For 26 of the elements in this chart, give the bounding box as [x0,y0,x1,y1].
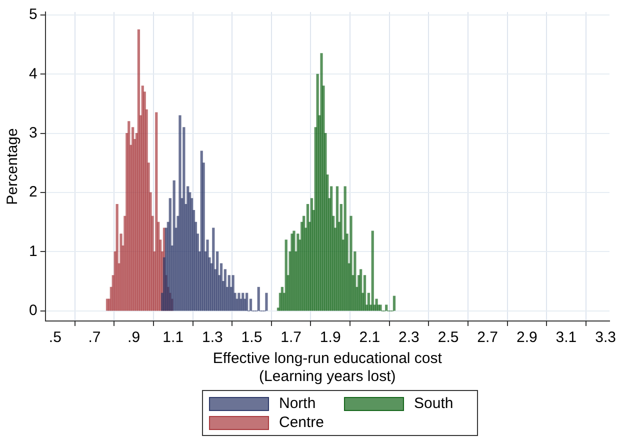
y-axis-title: Percentage [4,128,22,205]
x-tick-label: 2.9 [516,329,538,346]
x-tick-label: 1.3 [202,329,223,346]
x-tick-label: 2.7 [477,329,498,346]
x-tick-label: .7 [88,329,101,346]
x-axis-title: Effective long-run educational cost (Learning years lost) [212,350,443,386]
x-tick-label: 2.1 [359,329,380,346]
y-tick-label: 5 [29,6,38,24]
y-tick-label: 1 [29,242,38,260]
legend-label: Centre [279,414,324,431]
x-tick-label: 1.1 [162,329,184,346]
x-tick-label: .5 [48,329,62,346]
x-tick-label: 1.9 [320,329,341,346]
x-tick-label: 2.3 [398,329,420,346]
x-tick-label: 3.3 [595,329,616,346]
y-tick-label: 3 [29,124,38,142]
legend-label: North [279,395,316,412]
x-tick-label: .9 [128,329,140,346]
legend-label: South [414,395,454,412]
x-tick-label: 3.1 [556,329,577,346]
y-tick-label: 2 [29,184,38,201]
y-tick-label: 0 [29,302,38,320]
y-tick-label: 4 [29,65,38,82]
x-tick-label: 1.7 [280,329,302,346]
x-tick-label: 1.5 [241,329,262,346]
x-tick-label: 2.5 [438,329,459,346]
